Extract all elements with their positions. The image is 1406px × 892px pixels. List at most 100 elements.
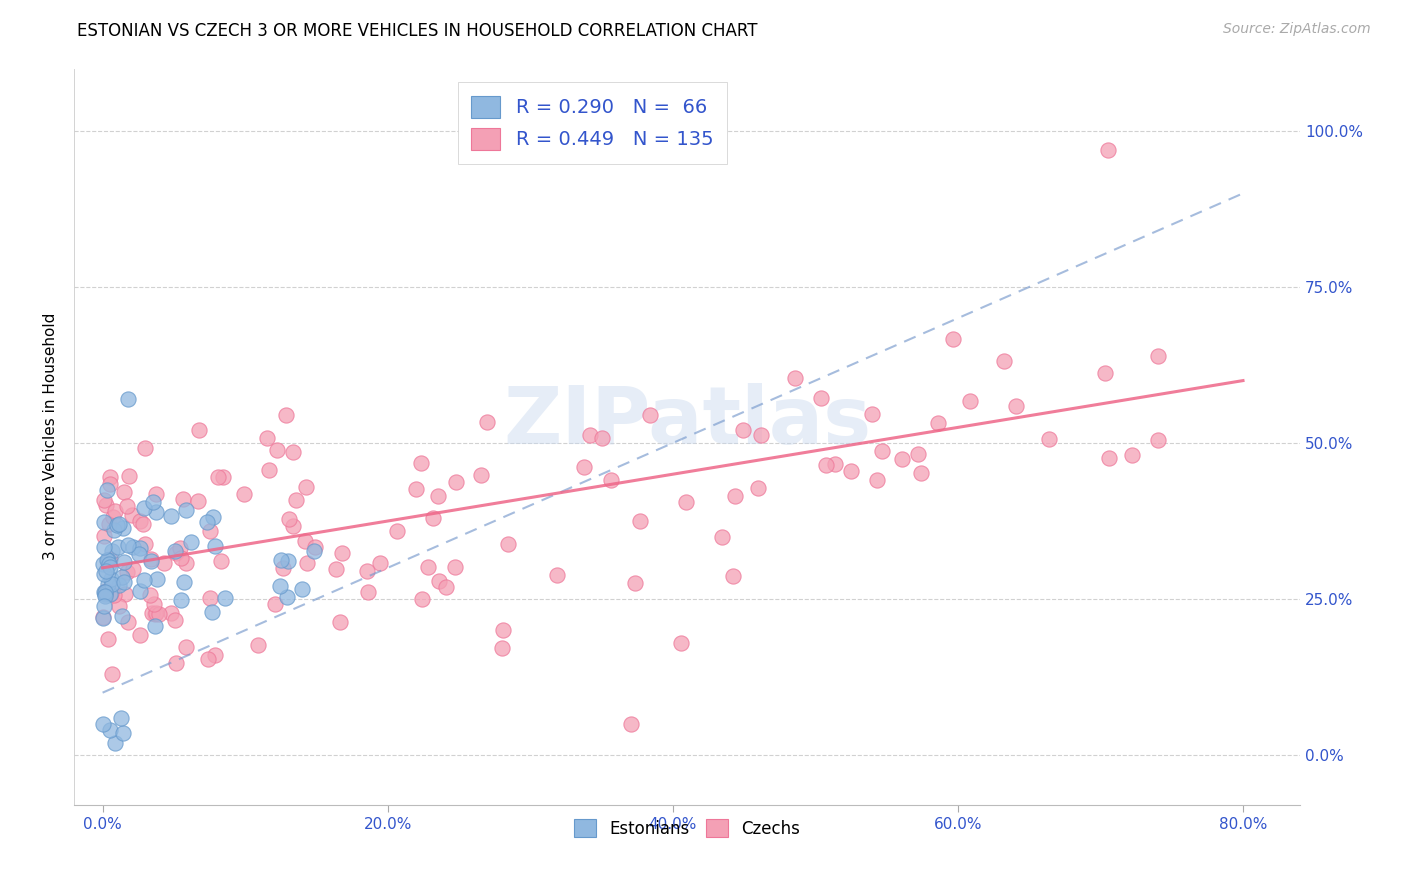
Point bbox=[98, 723, 121, 738]
Point bbox=[269, 579, 291, 593]
Point bbox=[723, 489, 745, 503]
Point bbox=[111, 726, 134, 740]
Point bbox=[264, 597, 287, 611]
Point bbox=[416, 560, 439, 574]
Point bbox=[444, 560, 467, 574]
Point bbox=[273, 561, 295, 575]
Point bbox=[145, 486, 167, 500]
Point bbox=[209, 554, 232, 568]
Point bbox=[721, 568, 744, 582]
Point bbox=[98, 516, 121, 531]
Point bbox=[302, 544, 325, 558]
Point bbox=[212, 469, 235, 483]
Point bbox=[927, 416, 949, 430]
Point bbox=[470, 468, 492, 483]
Point bbox=[93, 585, 115, 599]
Point bbox=[810, 392, 832, 406]
Point bbox=[860, 407, 883, 421]
Point bbox=[1097, 143, 1119, 157]
Point bbox=[128, 547, 150, 561]
Point bbox=[129, 583, 152, 598]
Point bbox=[256, 431, 278, 445]
Point bbox=[134, 501, 156, 516]
Point bbox=[160, 509, 183, 524]
Point bbox=[121, 540, 143, 554]
Point bbox=[96, 584, 118, 599]
Point bbox=[257, 463, 280, 477]
Point bbox=[108, 577, 131, 591]
Point bbox=[405, 483, 427, 497]
Point bbox=[993, 354, 1015, 368]
Point bbox=[409, 456, 432, 470]
Point bbox=[546, 567, 568, 582]
Point bbox=[145, 606, 167, 620]
Point bbox=[891, 451, 914, 466]
Point bbox=[276, 591, 298, 605]
Point bbox=[1146, 433, 1168, 447]
Point bbox=[332, 546, 354, 560]
Point bbox=[96, 498, 118, 512]
Point bbox=[579, 428, 602, 442]
Point bbox=[100, 587, 122, 601]
Point bbox=[204, 648, 226, 662]
Point bbox=[93, 492, 115, 507]
Point bbox=[100, 572, 122, 586]
Point bbox=[202, 510, 225, 524]
Point bbox=[277, 512, 299, 526]
Point bbox=[93, 515, 115, 529]
Point bbox=[294, 480, 316, 494]
Point bbox=[669, 636, 692, 650]
Point bbox=[114, 587, 136, 601]
Point bbox=[122, 562, 145, 576]
Point bbox=[1094, 366, 1116, 380]
Point bbox=[246, 638, 269, 652]
Point bbox=[368, 557, 391, 571]
Point bbox=[145, 505, 167, 519]
Point bbox=[277, 554, 299, 568]
Point bbox=[270, 553, 292, 567]
Point bbox=[117, 392, 139, 407]
Point bbox=[814, 458, 837, 472]
Point bbox=[134, 442, 156, 456]
Point bbox=[94, 587, 117, 601]
Point bbox=[139, 551, 162, 566]
Point bbox=[100, 666, 122, 681]
Point bbox=[475, 415, 498, 429]
Point bbox=[93, 529, 115, 543]
Point bbox=[143, 607, 166, 622]
Point bbox=[675, 495, 697, 509]
Point bbox=[96, 553, 118, 567]
Point bbox=[491, 640, 513, 655]
Point bbox=[498, 537, 520, 551]
Point bbox=[174, 556, 197, 570]
Point bbox=[98, 551, 121, 566]
Point bbox=[591, 431, 613, 445]
Point bbox=[329, 615, 352, 630]
Text: Source: ZipAtlas.com: Source: ZipAtlas.com bbox=[1223, 22, 1371, 37]
Point bbox=[427, 574, 450, 588]
Point bbox=[98, 470, 121, 484]
Point bbox=[910, 466, 932, 480]
Point bbox=[93, 566, 115, 581]
Point bbox=[169, 541, 191, 556]
Point bbox=[107, 517, 129, 532]
Point bbox=[117, 539, 139, 553]
Point bbox=[201, 605, 224, 619]
Point bbox=[187, 494, 209, 508]
Point bbox=[180, 534, 202, 549]
Point bbox=[291, 582, 314, 596]
Point bbox=[103, 523, 125, 537]
Point bbox=[733, 423, 755, 437]
Point bbox=[197, 652, 219, 666]
Text: ESTONIAN VS CZECH 3 OR MORE VEHICLES IN HOUSEHOLD CORRELATION CHART: ESTONIAN VS CZECH 3 OR MORE VEHICLES IN … bbox=[77, 22, 758, 40]
Legend: Estonians, Czechs: Estonians, Czechs bbox=[568, 813, 807, 845]
Point bbox=[103, 510, 125, 524]
Point bbox=[105, 517, 128, 532]
Point bbox=[276, 409, 298, 423]
Point bbox=[129, 628, 152, 642]
Point bbox=[385, 524, 408, 538]
Point bbox=[142, 597, 165, 611]
Point bbox=[141, 606, 163, 620]
Point bbox=[134, 573, 156, 587]
Point bbox=[422, 511, 444, 525]
